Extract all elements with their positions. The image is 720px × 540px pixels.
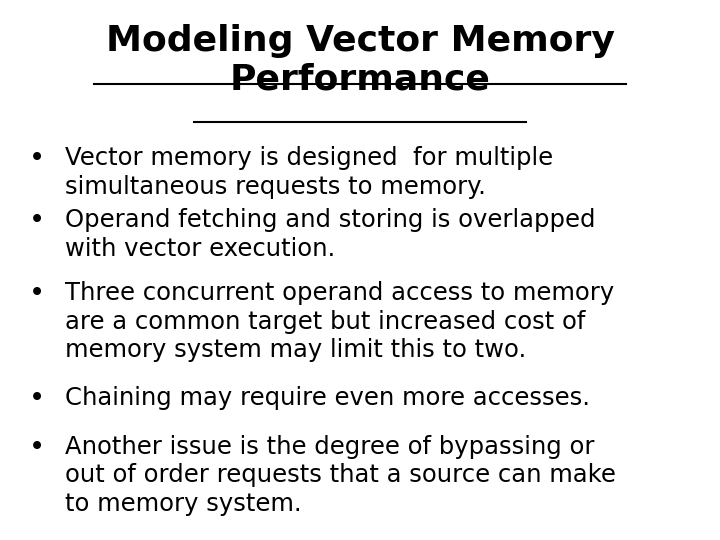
Text: Another issue is the degree of bypassing or
out of order requests that a source : Another issue is the degree of bypassing… bbox=[65, 435, 616, 516]
Text: Chaining may require even more accesses.: Chaining may require even more accesses. bbox=[65, 386, 590, 410]
Text: •: • bbox=[29, 146, 45, 172]
Text: Three concurrent operand access to memory
are a common target but increased cost: Three concurrent operand access to memor… bbox=[65, 281, 614, 362]
Text: •: • bbox=[29, 208, 45, 234]
Text: •: • bbox=[29, 281, 45, 307]
Text: Operand fetching and storing is overlapped
with vector execution.: Operand fetching and storing is overlapp… bbox=[65, 208, 595, 261]
Text: Vector memory is designed  for multiple
simultaneous requests to memory.: Vector memory is designed for multiple s… bbox=[65, 146, 553, 199]
Text: •: • bbox=[29, 435, 45, 461]
Text: Modeling Vector Memory
Performance: Modeling Vector Memory Performance bbox=[106, 24, 614, 96]
Text: •: • bbox=[29, 386, 45, 412]
